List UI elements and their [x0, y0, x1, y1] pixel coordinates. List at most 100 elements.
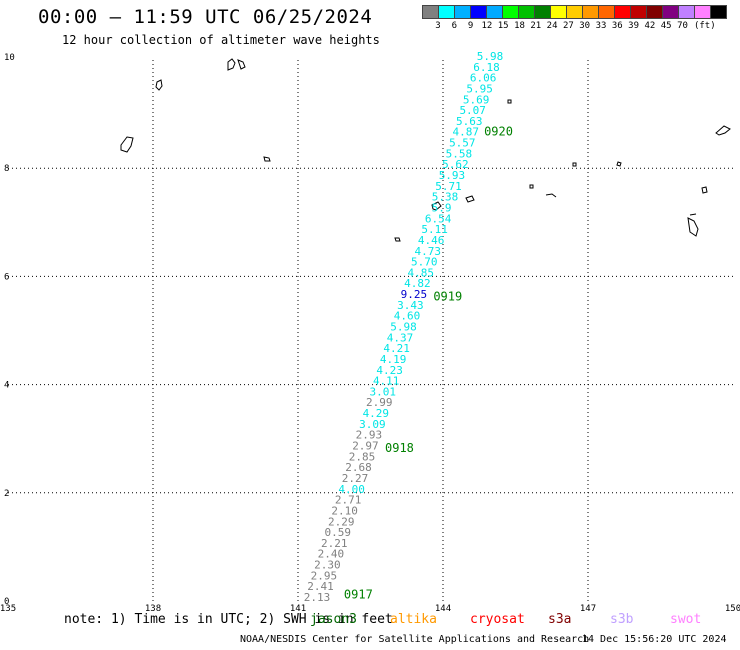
colorbar-label: (ft)	[693, 21, 716, 31]
island-outline	[529, 184, 534, 189]
legend-item-cryosat: cryosat	[470, 612, 525, 627]
axis-tick-labels: 135 138 141 144 147 150 0 2 4 6 8 10	[0, 53, 740, 614]
legend-item-swot: swot	[670, 612, 702, 627]
wave-height-value: 5.98	[477, 50, 504, 63]
land-outlines	[120, 58, 731, 242]
wave-height-value: 5.62	[442, 158, 469, 171]
x-tick-label: 141	[290, 604, 306, 614]
island-outline	[431, 201, 442, 211]
legend-item-altika: altika	[390, 612, 437, 627]
wave-height-value: 4.11	[373, 375, 400, 388]
y-tick-label: 0	[4, 597, 9, 607]
wave-height-value: 2.10	[331, 504, 358, 517]
legend-item-s3a: s3a	[548, 612, 572, 627]
island-outline	[227, 58, 246, 71]
colorbar-label: 21	[530, 21, 542, 31]
wave-height-value: 2.97	[352, 440, 379, 453]
wave-height-value: 5.11	[421, 223, 448, 236]
island-outline	[155, 79, 163, 91]
wave-height-value: 6.18	[473, 61, 500, 74]
colorbar-label: 18	[514, 21, 525, 31]
wave-height-value: 4.19	[380, 353, 407, 366]
wave-height-value: 3.43	[397, 299, 424, 312]
wave-height-value: 4.29	[363, 407, 390, 420]
colorbar-label: 33	[595, 21, 607, 31]
wave-height-value: 4.85	[408, 266, 435, 279]
wave-height-value: 5.93	[439, 169, 466, 182]
wave-height-value: 4.37	[387, 331, 414, 344]
wave-height-value: 5.98	[390, 321, 417, 334]
island-outline	[394, 237, 401, 242]
generation-timestamp: 14 Dec 15:56:20 UTC 2024	[582, 634, 727, 645]
wave-height-value: 5.58	[446, 147, 473, 160]
pass-time-label: 0920	[484, 125, 513, 139]
wave-height-value: 4.21	[383, 342, 410, 355]
wave-height-value: 6.06	[470, 72, 497, 85]
y-tick-label: 6	[4, 272, 9, 282]
island-outline	[701, 186, 708, 194]
wave-height-value: 2.13	[304, 591, 331, 604]
wave-height-value: 4.46	[418, 234, 445, 247]
pass-time-label: 0918	[385, 441, 414, 455]
colorbar-label: 70	[677, 21, 688, 31]
map-subtitle: 12 hour collection of altimeter wave hei…	[62, 33, 380, 47]
wave-height-value: 2.29	[328, 515, 355, 528]
colorbar-label: 12	[481, 21, 493, 31]
wave-height-value: 2.40	[318, 548, 345, 561]
colorbar-label: 39	[628, 21, 640, 31]
satellite-track-values: 5.986.186.065.955.695.075.634.875.575.58…	[304, 50, 504, 604]
colorbar-labels: 3 6 9 12 15 18 21 24 27 30 33 36 39 42 45 70 (ft)	[422, 21, 740, 33]
wave-height-value: 2.71	[335, 494, 362, 507]
legend-item-s3b: s3b	[610, 612, 634, 627]
wave-height-value: 5.95	[466, 82, 493, 95]
track-time-labels: 0920 0919 0918 0917	[344, 125, 513, 602]
credit-text: NOAA/NESDIS Center for Satellite Applica…	[240, 634, 590, 645]
colorbar-label: 42	[644, 21, 656, 31]
wave-height-value: 5.07	[459, 104, 486, 117]
wave-height-colorbar	[422, 5, 727, 19]
wave-height-value: 5.70	[411, 256, 438, 269]
footer-note: note: 1) Time is in UTC; 2) SWH is in fe…	[64, 612, 393, 627]
island-outline	[263, 156, 271, 162]
wave-height-value: 4.23	[376, 364, 403, 377]
wave-height-value: 2.68	[345, 461, 372, 474]
x-tick-label: 138	[145, 604, 161, 614]
y-tick-label: 2	[4, 489, 9, 499]
x-tick-label: 135	[0, 604, 16, 614]
colorbar-swatch	[710, 5, 727, 19]
wave-height-value: 4.87	[453, 126, 480, 139]
colorbar-label: 30	[579, 21, 591, 31]
wave-height-value: 0.59	[325, 526, 352, 539]
map-title: 00:00 – 11:59 UTC 06/25/2024	[38, 6, 373, 28]
wave-height-value: 4.73	[414, 245, 441, 258]
wave-height-value: 5.57	[449, 137, 476, 150]
colorbar-label: 6	[451, 21, 458, 31]
island-outline	[545, 193, 557, 198]
pass-time-label: 0919	[433, 290, 462, 304]
island-outline	[465, 195, 475, 203]
x-tick-label: 144	[435, 604, 451, 614]
wave-height-value: 2.95	[311, 569, 338, 582]
island-outline	[120, 136, 134, 153]
island-outline	[687, 217, 699, 237]
island-outline	[715, 125, 731, 136]
wave-height-value: 2.41	[307, 580, 334, 593]
colorbar-label: 27	[562, 21, 574, 31]
wave-height-value: 5.9	[432, 201, 452, 214]
wave-height-value: 5.69	[463, 93, 490, 106]
y-tick-label: 10	[4, 53, 15, 63]
legend-item-jason3: jason3	[310, 612, 357, 627]
colorbar-label: 36	[611, 21, 623, 31]
wave-height-value: 5.71	[435, 180, 462, 193]
wave-height-value: 4.82	[404, 277, 431, 290]
map-grid	[8, 60, 733, 601]
wave-height-value: 4.60	[394, 310, 421, 323]
x-tick-label: 147	[580, 604, 596, 614]
wave-height-value: 3.01	[369, 385, 396, 398]
wave-height-value: 6.54	[425, 212, 452, 225]
wave-height-value: 5.63	[456, 115, 483, 128]
wave-height-value: 2.27	[342, 472, 369, 485]
pass-time-label: 0917	[344, 587, 373, 601]
wave-height-value: 4.00	[338, 483, 365, 496]
